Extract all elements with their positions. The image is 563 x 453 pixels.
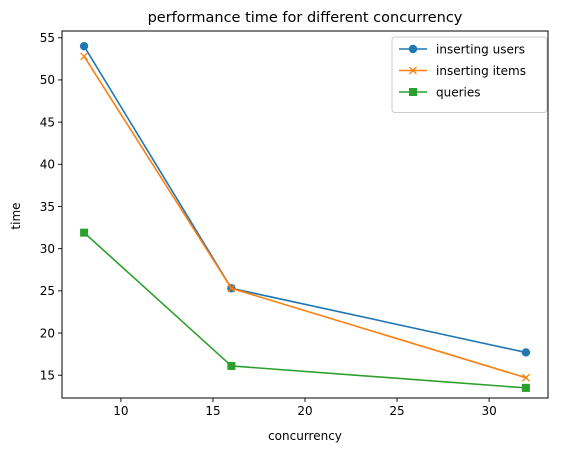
legend-label-2: inserting items [436, 64, 526, 78]
y-tick-label: 55 [40, 31, 55, 45]
y-tick-label: 45 [40, 115, 55, 129]
legend-marker-1 [408, 44, 418, 54]
y-axis-label: time [9, 202, 23, 229]
data-point-2-1 [80, 52, 89, 61]
x-tick-label: 20 [297, 404, 312, 418]
data-point-3-1 [80, 228, 89, 237]
data-point-2-2 [227, 284, 236, 293]
legend: inserting users inserting items queries [391, 36, 548, 113]
chart-title: performance time for different concurren… [148, 10, 463, 26]
y-tick-label: 20 [40, 326, 55, 340]
data-point-1-1 [79, 41, 89, 51]
y-tick-label: 30 [40, 242, 55, 256]
x-tick-label: 30 [481, 404, 496, 418]
data-point-2-3 [521, 373, 530, 382]
legend-marker-2 [409, 66, 417, 75]
data-point-1-3 [521, 348, 531, 357]
x-tick-label: 10 [113, 404, 128, 418]
data-point-3-3 [521, 383, 530, 392]
legend-marker-3 [409, 88, 417, 96]
legend-box [391, 36, 548, 113]
x-tick-label: 25 [389, 404, 404, 418]
y-tick-label: 25 [40, 284, 55, 298]
legend-label-3: queries [436, 85, 481, 99]
legend-label-1: inserting users [436, 42, 525, 56]
x-tick-label: 15 [205, 404, 220, 418]
x-axis-label: concurrency [268, 429, 342, 443]
plot-area: 10 15 20 25 30 15 20 25 30 35 40 45 50 55 [40, 30, 549, 418]
data-point-3-2 [227, 361, 236, 370]
y-tick-label: 40 [40, 158, 55, 172]
y-tick-label: 35 [40, 200, 55, 214]
y-tick-label: 15 [40, 369, 55, 383]
y-tick-label: 50 [40, 73, 55, 87]
